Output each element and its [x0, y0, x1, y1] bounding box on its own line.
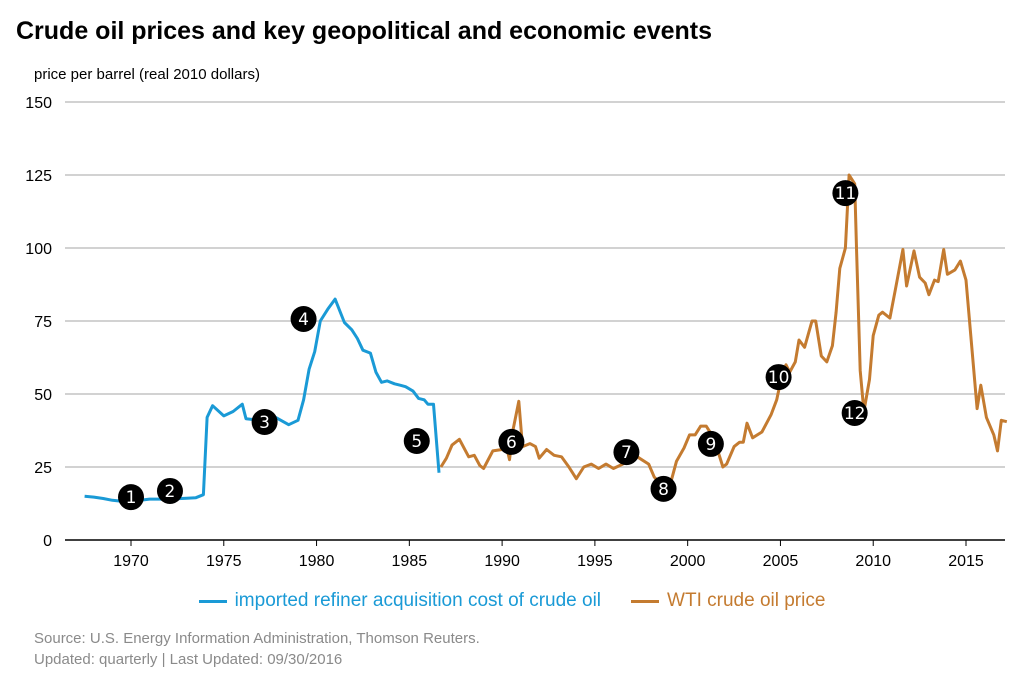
- event-marker-label: 10: [768, 368, 790, 388]
- x-tick-label: 1990: [484, 553, 520, 570]
- x-tick-label: 1970: [113, 553, 149, 570]
- y-tick-label: 150: [25, 95, 52, 112]
- y-tick-label: 0: [43, 533, 52, 550]
- legend-label-wti: WTI crude oil price: [667, 590, 826, 611]
- event-marker-label: 2: [165, 482, 176, 502]
- event-marker-label: 12: [844, 404, 866, 424]
- legend-item-refiner: imported refiner acquisition cost of cru…: [198, 590, 602, 612]
- y-tick-label: 100: [25, 241, 52, 258]
- event-marker-7: [613, 439, 640, 466]
- event-marker-label: 7: [621, 443, 632, 463]
- event-marker-label: 1: [126, 488, 137, 508]
- event-marker-9: [697, 430, 724, 457]
- event-marker-label: 11: [835, 184, 857, 204]
- x-tick-label: 1985: [392, 553, 428, 570]
- x-tick-label: 2010: [855, 553, 891, 570]
- event-marker-12: [841, 399, 868, 426]
- event-marker-11: [832, 180, 859, 207]
- event-marker-label: 8: [658, 480, 669, 500]
- event-marker-3: [251, 409, 278, 436]
- event-marker-4: [290, 305, 317, 332]
- y-tick-label: 25: [34, 460, 52, 477]
- chart-title: Crude oil prices and key geopolitical an…: [16, 17, 713, 45]
- x-tick-label: 1975: [206, 553, 242, 570]
- source-text: Source: U.S. Energy Information Administ…: [34, 630, 480, 647]
- event-marker-10: [765, 364, 792, 391]
- event-marker-2: [156, 477, 183, 504]
- event-marker-label: 9: [705, 435, 716, 455]
- series-line-refiner: [84, 297, 441, 503]
- updated-text: Updated: quarterly | Last Updated: 09/30…: [34, 651, 343, 668]
- x-tick-label: 1995: [577, 553, 613, 570]
- y-tick-label: 125: [25, 168, 52, 185]
- event-marker-5: [403, 428, 430, 455]
- event-marker-label: 3: [259, 413, 270, 433]
- legend-item-wti: WTI crude oil price: [631, 590, 825, 612]
- event-marker-label: 4: [298, 310, 309, 330]
- event-marker-label: 5: [411, 432, 422, 452]
- x-tick-label: 2015: [948, 553, 984, 570]
- x-tick-label: 1980: [299, 553, 335, 570]
- y-axis-label: price per barrel (real 2010 dollars): [34, 66, 260, 83]
- y-tick-label: 50: [34, 387, 52, 404]
- legend-label-refiner: imported refiner acquisition cost of cru…: [234, 590, 602, 611]
- source-note: Source: U.S. Energy Information Administ…: [34, 628, 480, 670]
- event-marker-8: [650, 475, 677, 502]
- legend: imported refiner acquisition cost of cru…: [0, 590, 1024, 612]
- event-marker-1: [118, 484, 144, 511]
- series-line-wti: [439, 173, 1008, 488]
- event-marker-6: [498, 428, 525, 455]
- x-tick-label: 2000: [670, 553, 706, 570]
- legend-swatch-refiner: [198, 599, 227, 603]
- legend-swatch-wti: [631, 599, 660, 603]
- y-tick-label: 75: [34, 314, 52, 331]
- x-tick-label: 2005: [763, 553, 799, 570]
- event-marker-label: 6: [506, 433, 517, 453]
